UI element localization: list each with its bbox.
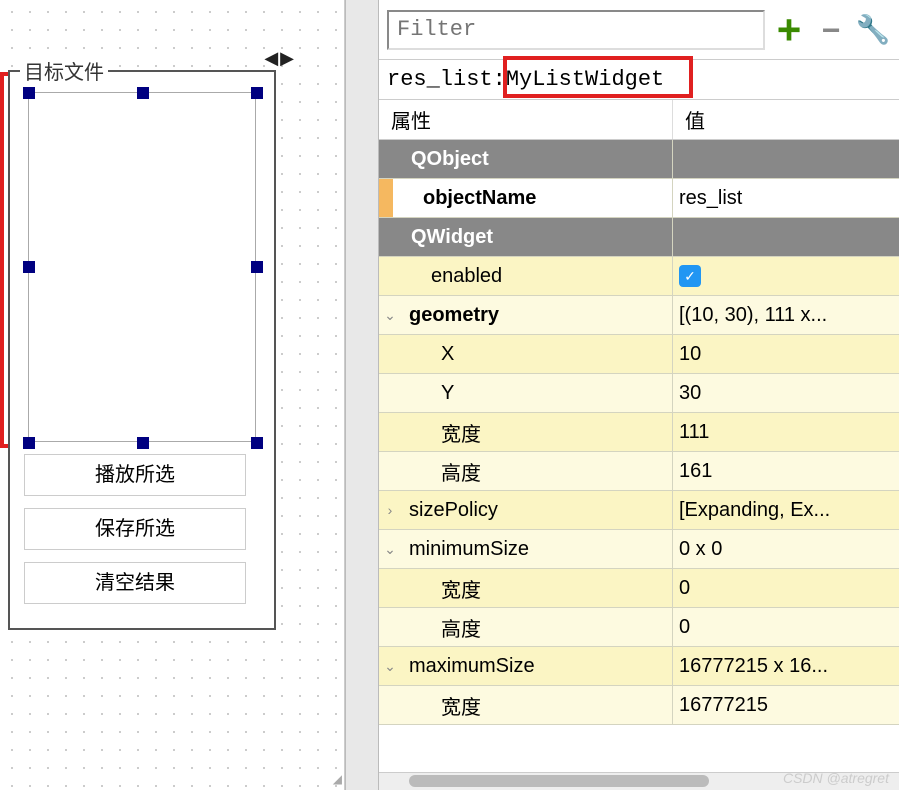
prop-x[interactable]: X 10 (379, 335, 899, 374)
splitter-handle[interactable] (345, 0, 379, 790)
inspector-toolbar: + − 🔧 (379, 0, 899, 60)
chevron-down-icon[interactable]: ⌄ (379, 658, 401, 675)
resize-handle-w[interactable] (23, 261, 35, 273)
object-class-row: res_list : MyListWidget (379, 60, 899, 100)
changed-indicator (379, 179, 393, 217)
resize-handle-ne[interactable] (251, 87, 263, 99)
prop-enabled[interactable]: enabled ✓ (379, 257, 899, 296)
play-selected-button[interactable]: 播放所选 (24, 454, 246, 496)
configure-button[interactable]: 🔧 (855, 12, 891, 48)
prop-objectname-value[interactable]: res_list (673, 179, 899, 217)
prop-y-value[interactable]: 30 (673, 374, 899, 412)
prop-objectname[interactable]: objectName res_list (379, 179, 899, 218)
resize-handle-e[interactable] (251, 261, 263, 273)
prop-width[interactable]: 宽度 111 (379, 413, 899, 452)
resize-handle-sw[interactable] (23, 437, 35, 449)
resize-handle-s[interactable] (137, 437, 149, 449)
prop-maxwidth[interactable]: 宽度 16777215 (379, 686, 899, 725)
minus-icon: − (822, 20, 841, 40)
arrow-left-icon[interactable]: ◀ (264, 48, 278, 69)
clear-results-button[interactable]: 清空结果 (24, 562, 246, 604)
property-table-header: 属性 值 (379, 100, 899, 140)
scrollbar-thumb[interactable] (409, 775, 709, 787)
section-qobject[interactable]: ⌄QObject (379, 140, 899, 179)
remove-property-button[interactable]: − (813, 12, 849, 48)
prop-width-value[interactable]: 111 (673, 413, 899, 451)
object-name-text: res_list (387, 67, 493, 92)
chevron-down-icon[interactable]: ⌄ (389, 229, 411, 246)
watermark: CSDN @atregret (783, 770, 889, 786)
filter-input[interactable] (387, 10, 765, 50)
wrench-icon: 🔧 (856, 13, 891, 46)
prop-sizepolicy[interactable]: ›sizePolicy [Expanding, Ex... (379, 491, 899, 530)
prop-minwidth[interactable]: 宽度 0 (379, 569, 899, 608)
prop-height[interactable]: 高度 161 (379, 452, 899, 491)
prop-minheight-value[interactable]: 0 (673, 608, 899, 646)
prop-minimumsize-value[interactable]: 0 x 0 (673, 530, 899, 568)
chevron-down-icon[interactable]: ⌄ (389, 151, 411, 168)
section-qwidget[interactable]: ⌄QWidget (379, 218, 899, 257)
prop-minimumsize[interactable]: ⌄minimumSize 0 x 0 (379, 530, 899, 569)
designer-canvas[interactable]: 目标文件 ◀ ▶ 播放所选 保存所选 清空结果 ◢ (0, 0, 345, 790)
prop-maxwidth-value[interactable]: 16777215 (673, 686, 899, 724)
prop-sizepolicy-value[interactable]: [Expanding, Ex... (673, 491, 899, 529)
prop-minwidth-value[interactable]: 0 (673, 569, 899, 607)
plus-icon: + (777, 20, 802, 40)
prop-maximumsize[interactable]: ⌄maximumSize 16777215 x 16... (379, 647, 899, 686)
chevron-down-icon[interactable]: ⌄ (379, 307, 401, 324)
header-value[interactable]: 值 (673, 100, 899, 139)
prop-geometry-value[interactable]: [(10, 30), 111 x... (673, 296, 899, 334)
add-property-button[interactable]: + (771, 12, 807, 48)
resize-grip-icon[interactable]: ◢ (322, 766, 342, 786)
class-separator: : (493, 67, 506, 92)
property-inspector: + − 🔧 res_list : MyListWidget 属性 值 ⌄QObj… (379, 0, 899, 790)
header-property[interactable]: 属性 (379, 100, 673, 139)
class-name-text: MyListWidget (506, 67, 664, 92)
prop-geometry[interactable]: ⌄geometry [(10, 30), 111 x... (379, 296, 899, 335)
tab-scroll-arrows[interactable]: ◀ ▶ (264, 48, 294, 69)
resize-handle-nw[interactable] (23, 87, 35, 99)
prop-y[interactable]: Y 30 (379, 374, 899, 413)
chevron-down-icon[interactable]: ⌄ (379, 541, 401, 558)
save-selected-button[interactable]: 保存所选 (24, 508, 246, 550)
selected-listwidget[interactable] (28, 92, 256, 442)
chevron-right-icon[interactable]: › (379, 502, 401, 518)
resize-handle-n[interactable] (137, 87, 149, 99)
prop-maximumsize-value[interactable]: 16777215 x 16... (673, 647, 899, 685)
prop-x-value[interactable]: 10 (673, 335, 899, 373)
property-table: ⌄QObject objectName res_list ⌄QWidget en… (379, 140, 899, 772)
checkbox-enabled[interactable]: ✓ (679, 265, 701, 287)
prop-height-value[interactable]: 161 (673, 452, 899, 490)
arrow-right-icon[interactable]: ▶ (280, 48, 294, 69)
groupbox-title: 目标文件 (20, 56, 108, 85)
prop-minheight[interactable]: 高度 0 (379, 608, 899, 647)
resize-handle-se[interactable] (251, 437, 263, 449)
